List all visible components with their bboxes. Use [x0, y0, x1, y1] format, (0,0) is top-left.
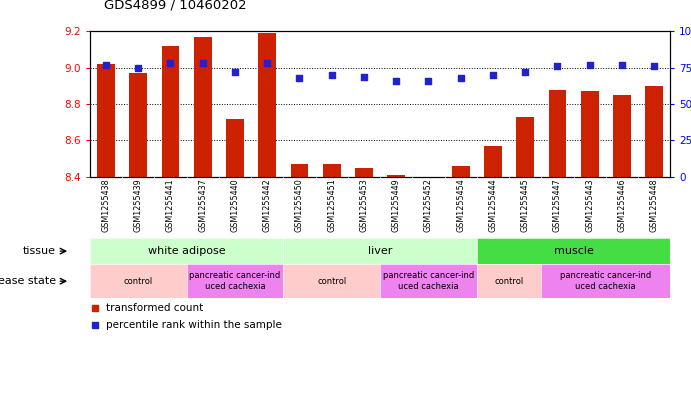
Bar	[226, 119, 244, 177]
Point	[520, 69, 531, 75]
Bar	[484, 146, 502, 177]
Text: GSM1255437: GSM1255437	[198, 178, 207, 232]
Text: white adipose: white adipose	[148, 246, 225, 256]
Text: GSM1255451: GSM1255451	[327, 178, 337, 232]
Bar	[129, 73, 147, 177]
Text: GSM1255449: GSM1255449	[392, 178, 401, 232]
Point	[262, 60, 273, 66]
Bar	[549, 90, 566, 177]
Point	[649, 63, 660, 70]
Bar	[193, 37, 211, 177]
Bar	[613, 95, 631, 177]
Point	[359, 73, 370, 80]
Text: percentile rank within the sample: percentile rank within the sample	[106, 320, 283, 330]
Point	[390, 78, 401, 84]
Text: liver: liver	[368, 246, 392, 256]
Point	[294, 75, 305, 81]
Text: pancreatic cancer-ind
uced cachexia: pancreatic cancer-ind uced cachexia	[189, 272, 281, 291]
Text: GSM1255453: GSM1255453	[359, 178, 368, 232]
Text: GSM1255442: GSM1255442	[263, 178, 272, 232]
Text: GSM1255452: GSM1255452	[424, 178, 433, 232]
Text: control: control	[124, 277, 153, 286]
Bar	[580, 92, 598, 177]
Text: GSM1255444: GSM1255444	[489, 178, 498, 232]
Bar	[645, 86, 663, 177]
Text: disease state: disease state	[0, 276, 56, 286]
Text: GSM1255454: GSM1255454	[456, 178, 465, 232]
Point	[165, 60, 176, 66]
Text: GSM1255448: GSM1255448	[650, 178, 659, 232]
Bar	[290, 164, 308, 177]
Text: GSM1255438: GSM1255438	[102, 178, 111, 232]
Point	[100, 62, 111, 68]
Text: GSM1255441: GSM1255441	[166, 178, 175, 232]
Text: GSM1255450: GSM1255450	[295, 178, 304, 232]
Point	[616, 62, 627, 68]
Text: transformed count: transformed count	[106, 303, 204, 313]
Text: GSM1255446: GSM1255446	[617, 178, 627, 232]
Point	[552, 63, 563, 70]
Point	[326, 72, 337, 78]
Text: tissue: tissue	[23, 246, 56, 256]
Point	[487, 72, 498, 78]
Point	[133, 64, 144, 71]
Text: control: control	[495, 277, 524, 286]
Text: GDS4899 / 10460202: GDS4899 / 10460202	[104, 0, 246, 12]
Point	[455, 75, 466, 81]
Bar	[97, 64, 115, 177]
Point	[423, 78, 434, 84]
Text: GSM1255447: GSM1255447	[553, 178, 562, 232]
Text: muscle: muscle	[553, 246, 594, 256]
Bar	[323, 164, 341, 177]
Bar	[387, 175, 405, 177]
Text: GSM1255445: GSM1255445	[520, 178, 530, 232]
Text: GSM1255440: GSM1255440	[230, 178, 240, 232]
Bar	[516, 117, 534, 177]
Point	[197, 60, 208, 66]
Bar	[355, 168, 372, 177]
Text: control: control	[317, 277, 346, 286]
Bar	[162, 46, 179, 177]
Point	[229, 69, 240, 75]
Bar	[452, 166, 469, 177]
Text: pancreatic cancer-ind
uced cachexia: pancreatic cancer-ind uced cachexia	[560, 272, 652, 291]
Text: GSM1255443: GSM1255443	[585, 178, 594, 232]
Text: GSM1255439: GSM1255439	[133, 178, 143, 232]
Text: pancreatic cancer-ind
uced cachexia: pancreatic cancer-ind uced cachexia	[383, 272, 474, 291]
Bar	[258, 33, 276, 177]
Point	[584, 62, 595, 68]
